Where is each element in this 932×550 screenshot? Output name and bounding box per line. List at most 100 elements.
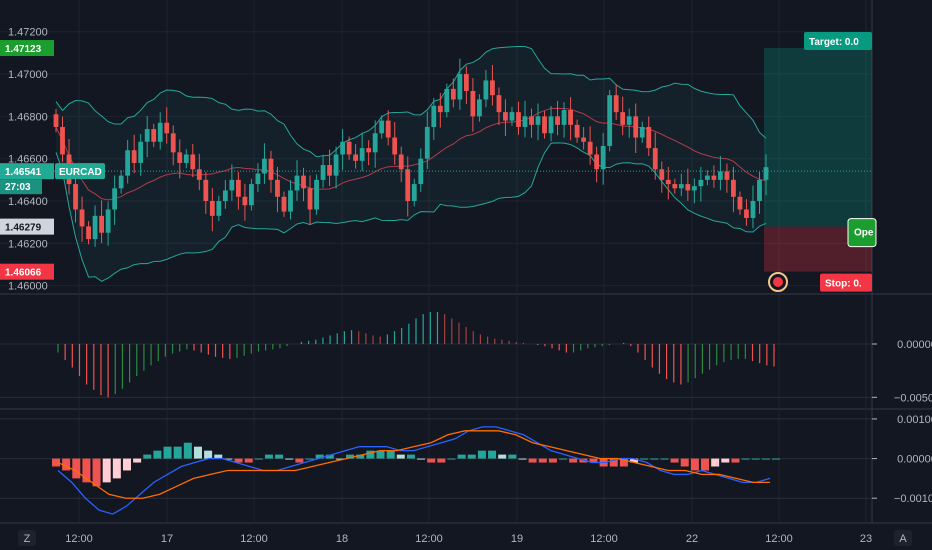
candle [99, 215, 104, 233]
osc-hist-bar [498, 454, 507, 459]
candle [483, 80, 489, 100]
candle [665, 179, 671, 185]
time-tick-label: 17 [161, 533, 173, 545]
candle [164, 122, 170, 134]
osc-hist-bar [569, 458, 578, 463]
osc-hist-bar [315, 454, 324, 459]
osc-hist-bar [518, 458, 527, 460]
osc-hist-bar [193, 446, 202, 459]
candle [359, 148, 365, 161]
osc-hist-bar [335, 458, 344, 460]
osc-hist-bar [488, 450, 497, 459]
osc-hist-bar [285, 458, 294, 460]
stop-price-tag-box [0, 263, 54, 280]
osc-hist-bar [396, 454, 405, 459]
candle [633, 116, 639, 138]
position-tool[interactable]: Target: 0.0 Stop: 0. Ope [764, 32, 877, 292]
osc-hist-bar [701, 458, 710, 471]
osc-hist-bar [346, 454, 355, 459]
osc-hist-bar [112, 458, 121, 479]
time-tick-label: 19 [511, 533, 523, 545]
candle [496, 95, 502, 113]
osc-hist-bar [721, 458, 730, 463]
candle [281, 196, 287, 212]
osc-hist-bar [528, 458, 537, 463]
candle [229, 179, 235, 191]
lower-band [55, 142, 767, 282]
osc-hist-bar [650, 458, 659, 460]
time-tick-label: 12:00 [765, 533, 793, 545]
osc-hist-bar [508, 454, 517, 459]
candle [53, 114, 59, 127]
osc-hist-bar [772, 458, 780, 460]
target-label-box [804, 32, 872, 51]
candle [763, 167, 769, 180]
candle [600, 146, 606, 170]
candle [268, 158, 274, 180]
price-tags: 1.47123 1.46541 27:03 EURCAD 1.46279 1.46066 [0, 40, 105, 280]
candle [737, 196, 743, 210]
osc-hist-bar [143, 454, 152, 459]
upper-band [55, 46, 767, 158]
target-label: Target: 0.0 [809, 37, 859, 48]
osc-hist-bar [72, 458, 81, 479]
candle [144, 129, 150, 142]
candle [509, 112, 515, 121]
osc-hist-bar [254, 458, 263, 460]
candle [639, 126, 645, 138]
candle [255, 173, 261, 185]
candle [190, 154, 196, 170]
candle [385, 120, 391, 138]
candle [659, 169, 665, 180]
osc-hist-bar [204, 450, 213, 459]
osc-hist-bar [538, 458, 547, 463]
symbol-tag-box [55, 163, 105, 180]
candle [672, 184, 678, 189]
countdown-box [0, 179, 42, 195]
osc-hist-bar [609, 458, 618, 467]
osc-hist-bar [559, 458, 568, 460]
candle [138, 141, 144, 163]
candle [151, 129, 157, 142]
osc-hist-bar [62, 458, 71, 471]
osc-hist-bar [417, 458, 426, 460]
osc-hist-bar [660, 458, 669, 460]
candle [405, 169, 411, 202]
auto-scale-label: A [899, 533, 907, 545]
candle [209, 201, 215, 216]
candle [626, 116, 632, 125]
candle [118, 175, 124, 189]
candle [490, 80, 495, 96]
osc-hist-bar [224, 458, 233, 460]
osc-hist-bar [133, 458, 142, 463]
osc-hist-bar [761, 458, 770, 460]
entry-price-tag-box [0, 218, 54, 235]
candle [372, 133, 378, 153]
candle [235, 179, 241, 197]
osc-hist-bar [457, 454, 466, 459]
candle [744, 209, 749, 218]
candle [535, 116, 541, 125]
last-price-tag-box [0, 163, 54, 180]
time-tick-label: 18 [336, 533, 348, 545]
osc-hist-bar [183, 442, 192, 459]
candle [620, 112, 626, 125]
profit-zone [764, 48, 872, 227]
osc-hist-bar [427, 458, 436, 463]
candle [92, 215, 98, 240]
osc-hist-bar [741, 458, 750, 460]
candle [457, 74, 463, 100]
candle [607, 95, 613, 146]
candle [516, 112, 521, 127]
candle [698, 179, 704, 187]
macd-line [57, 426, 771, 515]
candle [704, 175, 710, 180]
osc-hist-bar [356, 454, 365, 459]
candle [652, 148, 658, 170]
candle [131, 150, 137, 163]
countdown-label: 27:03 [5, 182, 31, 193]
time-tick-label: 12:00 [240, 533, 268, 545]
